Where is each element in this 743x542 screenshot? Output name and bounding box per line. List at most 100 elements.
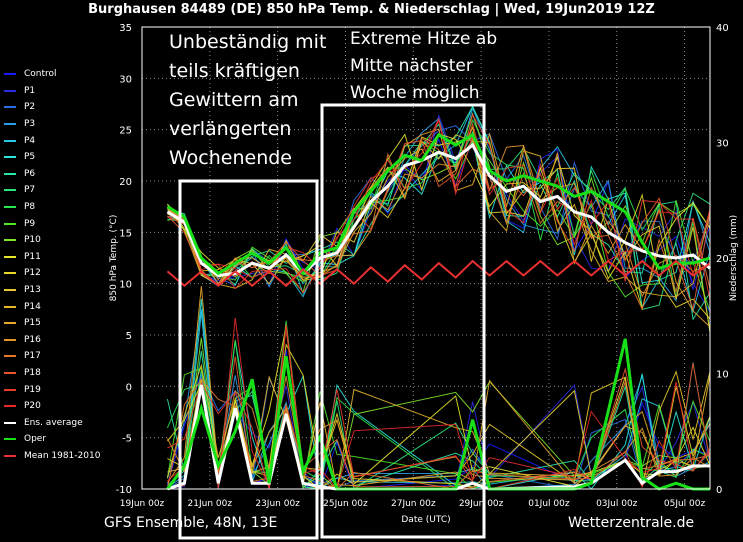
legend-swatch (4, 239, 16, 242)
legend-label: P9 (24, 218, 36, 229)
legend-label: P10 (24, 235, 41, 246)
ensemble-member-temp-line (167, 138, 711, 298)
annotation-line: Woche möglich (350, 83, 480, 103)
legend-item: P15 (4, 315, 100, 332)
x-tick-label: 01Jul 00z (528, 499, 570, 509)
legend-item: P20 (4, 398, 100, 415)
legend-label: P14 (24, 301, 41, 312)
legend-label: P15 (24, 318, 41, 329)
annotation-boxes (178, 103, 486, 540)
legend-swatch (4, 123, 16, 126)
legend-swatch (4, 371, 16, 374)
plot-frame (141, 26, 711, 490)
legend-item: P10 (4, 232, 100, 249)
ensemble-member-precip-line (167, 363, 711, 490)
legend-label: P2 (24, 102, 36, 113)
y-tick-label: 35 (119, 23, 132, 34)
legend-label: P8 (24, 202, 36, 213)
legend-swatch (4, 289, 16, 292)
annotation-line: Extreme Hitze ab (350, 29, 498, 49)
legend-item: P12 (4, 265, 100, 282)
legend-item: P7 (4, 182, 100, 199)
annotation-right-text: Extreme Hitze ab Mitte nächster Woche mögl… (350, 26, 530, 107)
y-tick-label: 30 (119, 74, 132, 85)
legend-item: P6 (4, 166, 100, 183)
legend-label: P3 (24, 119, 36, 130)
temp-series-ens-average (166, 142, 711, 278)
legend-label: P18 (24, 367, 41, 378)
legend-item: P2 (4, 99, 100, 116)
legend-label: P5 (24, 152, 36, 163)
annotation-box-left (178, 179, 319, 540)
annotation-line: teils kräftigen (169, 60, 300, 82)
y-right-axis-label: Niederschlag (mm) (729, 215, 739, 301)
legend-label: Oper (24, 434, 47, 445)
chart-title: Burghausen 84489 (DE) 850 hPa Temp. & Ni… (88, 2, 655, 17)
legend-swatch (4, 421, 16, 424)
y-tick-label: 20 (119, 177, 132, 188)
y-right-tick-label: 40 (716, 23, 729, 34)
annotation-left-text: Unbeständig mit teils kräftigen Gewittern … (169, 28, 349, 173)
legend-swatch (4, 322, 16, 325)
legend-label: Control (24, 69, 57, 80)
legend-swatch (4, 206, 16, 209)
legend-label: P7 (24, 185, 36, 196)
y-tick-label: 0 (126, 382, 132, 393)
x-tick-label: 19Jun 00z (120, 499, 165, 509)
annotation-line: Unbeständig mit (169, 31, 327, 53)
legend-swatch (4, 338, 16, 341)
legend-swatch (4, 405, 16, 408)
ensemble-member-temp-line (167, 105, 711, 314)
legend-swatch (4, 355, 16, 358)
ensemble-member-precip-line (167, 324, 711, 490)
legend-item: P4 (4, 132, 100, 149)
y-axis-label: 850 hPa Temp. (°C) (109, 215, 119, 302)
y-tick-label: -5 (122, 434, 132, 445)
ensemble-member-temp-line (167, 125, 711, 298)
legend-label: P1 (24, 85, 36, 96)
x-tick-label: 25Jun 00z (323, 499, 368, 509)
x-axis-label: Date (UTC) (401, 515, 450, 525)
legend-item: Mean 1981-2010 (4, 448, 100, 465)
legend-swatch (4, 106, 16, 109)
legend-label: P4 (24, 135, 36, 146)
source-label: Wetterzentrale.de (568, 515, 695, 531)
annotation-box-right (320, 103, 486, 539)
x-tick-label: 27Jun 00z (391, 499, 436, 509)
legend-label: P20 (24, 401, 41, 412)
temp-series-mean-1981-2010 (166, 259, 711, 288)
ensemble-member-precip-line (167, 317, 711, 491)
legend-item: Oper (4, 431, 100, 448)
legend-label: P6 (24, 168, 36, 179)
series-layer (166, 132, 711, 491)
y-tick-label: 5 (126, 331, 132, 342)
legend-item: P13 (4, 282, 100, 299)
legend-label: Mean 1981-2010 (24, 450, 101, 461)
legend-swatch (4, 454, 16, 457)
legend-swatch (4, 255, 16, 258)
annotation-line: Gewittern am (169, 89, 299, 111)
legend-label: P17 (24, 351, 41, 362)
x-tick-label: 23Jun 00z (255, 499, 300, 509)
y-right-tick-label: 20 (716, 254, 729, 265)
legend-label: Ens. average (24, 417, 83, 428)
legend-swatch (4, 272, 16, 275)
legend-swatch (4, 139, 16, 142)
legend-swatch (4, 156, 16, 159)
y-right-tick-label: 10 (716, 370, 729, 381)
legend-item: P14 (4, 298, 100, 315)
legend-item: P18 (4, 365, 100, 382)
temp-series-oper (166, 132, 711, 276)
legend-label: P12 (24, 268, 41, 279)
x-tick-label: 21Jun 00z (188, 499, 233, 509)
legend-item: P3 (4, 116, 100, 133)
y-tick-label: -10 (116, 485, 132, 496)
legend-item: P1 (4, 83, 100, 100)
legend-swatch (4, 89, 16, 92)
legend-item: P9 (4, 215, 100, 232)
y-right-tick-label: 0 (716, 485, 722, 496)
legend-swatch (4, 438, 16, 441)
y-tick-label: 10 (119, 280, 132, 291)
axes-layer: -10 -5 0 5 10 15 20 25 30 35 0 10 20 30 40 19Jun 00z 21J… (109, 23, 739, 525)
